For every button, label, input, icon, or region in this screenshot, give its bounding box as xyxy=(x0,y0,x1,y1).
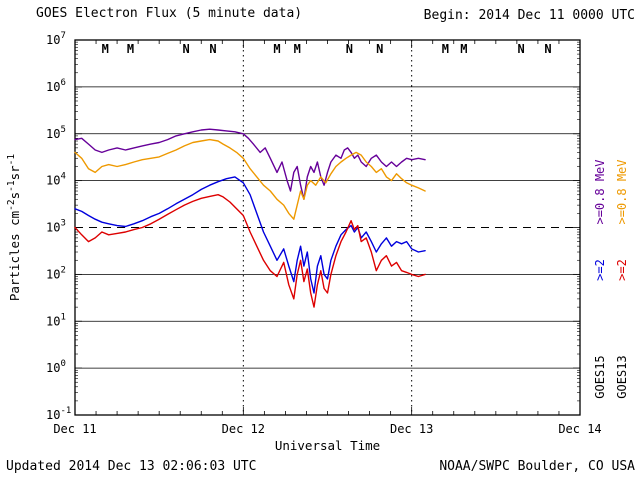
y-axis-title: Particles cm-2s-1sr-1 xyxy=(6,154,22,302)
y-tick-label: 105 xyxy=(46,125,66,141)
satellite-noon-marker: N xyxy=(376,42,383,56)
satellite-noon-marker: N xyxy=(544,42,551,56)
page-title: GOES Electron Flux (5 minute data) xyxy=(36,6,303,21)
credit-text: NOAA/SWPC Boulder, CO USA xyxy=(439,459,635,474)
satellite-noon-marker: N xyxy=(346,42,353,56)
legend-goes15-e08: >=0.8 MeV xyxy=(593,159,607,225)
y-tick-label: 101 xyxy=(46,312,66,328)
satellite-midnight-marker: M xyxy=(460,42,467,56)
y-tick-label: 102 xyxy=(46,265,66,281)
updated-timestamp: Updated 2014 Dec 13 02:06:03 UTC xyxy=(6,459,257,474)
y-tick-label: 100 xyxy=(46,359,66,375)
satellite-midnight-marker: M xyxy=(294,42,301,56)
y-tick-label: 10-1 xyxy=(46,406,71,422)
legend-goes13-name: GOES13 xyxy=(615,355,629,399)
satellite-midnight-marker: M xyxy=(102,42,109,56)
y-tick-label: 103 xyxy=(46,219,66,235)
begin-timestamp: Begin: 2014 Dec 11 0000 UTC xyxy=(423,8,635,23)
x-tick-label: Dec 14 xyxy=(558,422,601,436)
x-tick-label: Dec 11 xyxy=(53,422,96,436)
x-axis-title: Universal Time xyxy=(275,438,380,453)
series-goes13-2-mev xyxy=(74,194,426,308)
legend-goes15-e2: >=2 xyxy=(593,259,607,281)
legend-goes15-name: GOES15 xyxy=(593,355,607,399)
x-tick-label: Dec 12 xyxy=(222,422,265,436)
flux-chart: 10-1 100 101 102 103 104 105 106 107 Dec 11 Dec 12… xyxy=(6,31,602,453)
series-goes15-2-mev xyxy=(74,176,426,294)
satellite-noon-marker: N xyxy=(182,42,189,56)
y-tick-label: 104 xyxy=(46,172,66,188)
y-tick-label: 107 xyxy=(46,31,66,47)
satellite-midnight-marker: M xyxy=(442,42,449,56)
x-tick-label: Dec 13 xyxy=(390,422,433,436)
series-goes15-0.8-mev xyxy=(74,128,426,200)
y-tick-label: 106 xyxy=(46,78,66,94)
satellite-midnight-marker: M xyxy=(127,42,134,56)
legend-goes13-e08: >=0.8 MeV xyxy=(615,159,629,225)
series-goes13-0.8-mev xyxy=(74,138,426,220)
satellite-noon-marker: N xyxy=(517,42,524,56)
satellite-noon-marker: N xyxy=(209,42,216,56)
satellite-midnight-marker: M xyxy=(273,42,280,56)
legend-goes13-e2: >=2 xyxy=(615,259,629,281)
